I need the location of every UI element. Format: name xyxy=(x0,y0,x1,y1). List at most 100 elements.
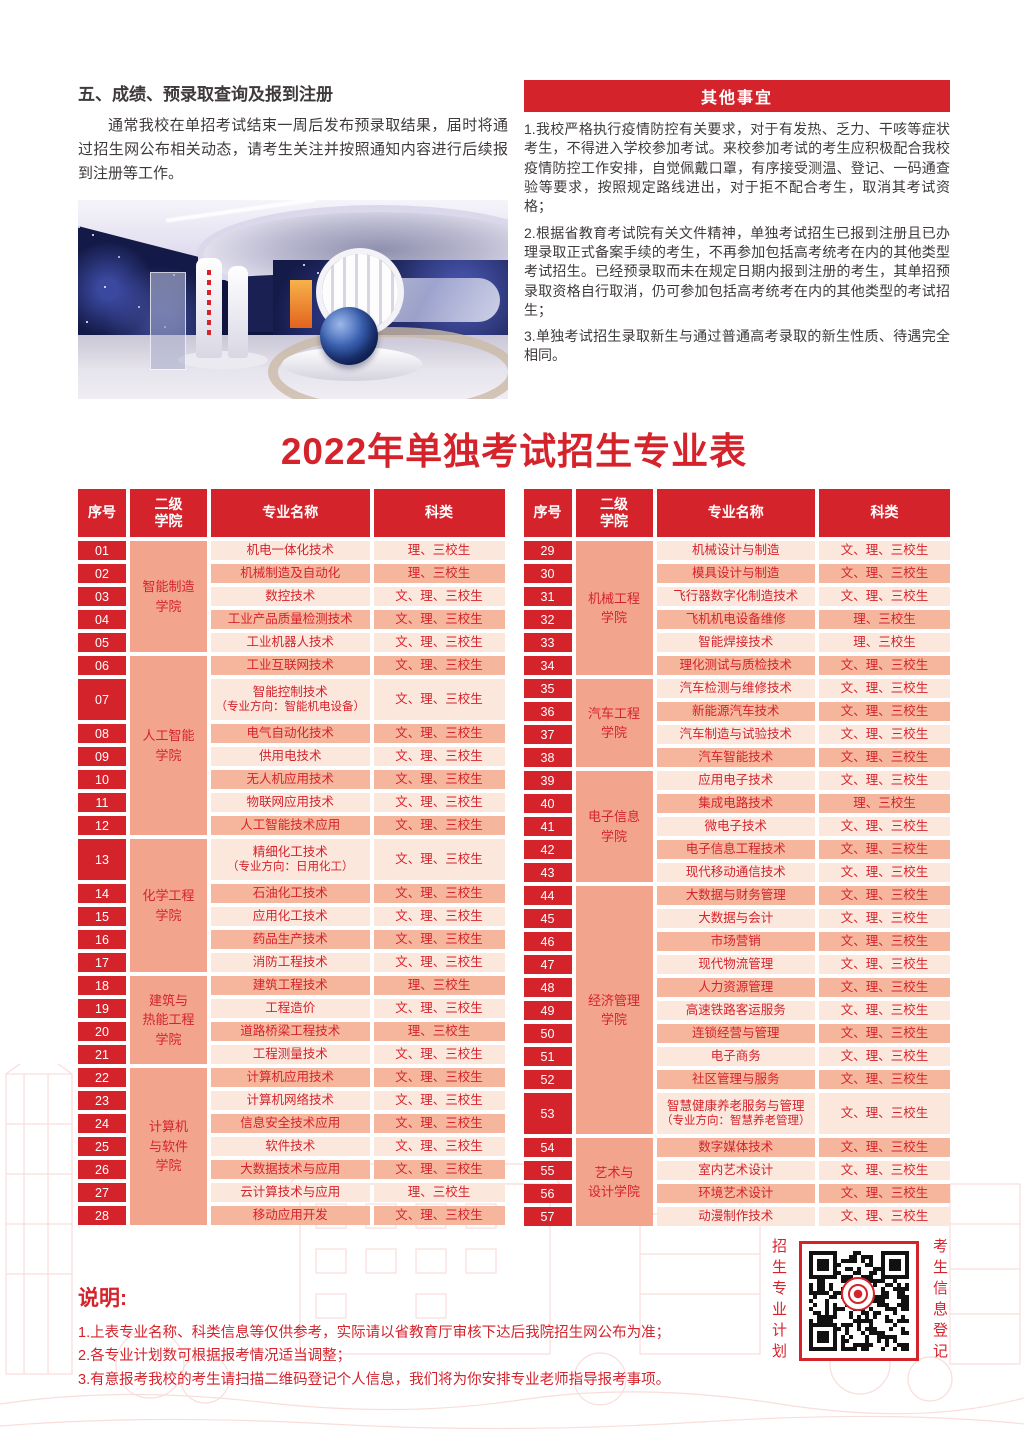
category-cell: 文、理、三校生 xyxy=(819,587,950,606)
row-number-cell: 42 xyxy=(523,840,572,859)
row-number-cell: 38 xyxy=(523,748,572,767)
college-cell: 智能制造 学院 xyxy=(130,541,207,652)
category-cell: 文、理、三校生 xyxy=(819,1161,950,1180)
major-cell: 软件技术 xyxy=(211,1137,370,1156)
category-cell: 文、理、三校生 xyxy=(373,1045,505,1064)
qr-code xyxy=(799,1241,919,1361)
major-cell: 连锁经营与管理 xyxy=(656,1024,815,1043)
category-cell: 文、理、三校生 xyxy=(819,840,950,859)
category-cell: 文、理、三校生 xyxy=(819,1024,950,1043)
column-header: 科类 xyxy=(373,489,505,537)
major-cell: 模具设计与制造 xyxy=(656,564,815,583)
row-number-cell: 02 xyxy=(78,564,126,583)
category-cell: 文、理、三校生 xyxy=(819,1070,950,1089)
row-number-cell: 20 xyxy=(78,1022,126,1041)
major-cell: 微电子技术 xyxy=(656,817,815,836)
major-cell: 供用电技术 xyxy=(211,747,370,766)
major-cell: 机电一体化技术 xyxy=(211,541,370,560)
exhibition-hall-photo xyxy=(78,200,508,399)
major-cell: 社区管理与服务 xyxy=(656,1070,815,1089)
row-number-cell: 45 xyxy=(523,909,572,928)
major-cell: 建筑工程技术 xyxy=(211,976,370,995)
category-cell: 文、理、三校生 xyxy=(819,955,950,974)
majors-table-right-half: 序号 二级 学院 专业名称 科类 机械工程 学院 29 机械设计与制造 文、理、三校生 30 模具… xyxy=(523,489,950,1226)
major-cell: 物联网应用技术 xyxy=(211,793,370,812)
category-cell: 文、理、三校生 xyxy=(819,702,950,721)
photo-rocket-model-2 xyxy=(228,266,248,358)
category-cell: 文、理、三校生 xyxy=(373,633,505,652)
category-cell: 理、三校生 xyxy=(373,541,505,560)
major-cell: 信息安全技术应用 xyxy=(211,1114,370,1133)
category-cell: 文、理、三校生 xyxy=(373,747,505,766)
row-number-cell: 56 xyxy=(523,1184,572,1203)
registration-section-body: 通常我校在单招考试结束一周后发布预录取结果，届时将通过招生网公布相关动态，请考生… xyxy=(78,117,508,182)
photo-orange-doorway xyxy=(290,280,312,328)
row-number-cell: 28 xyxy=(78,1206,126,1225)
row-number-cell: 14 xyxy=(78,884,126,903)
note-item-1: 1.上表专业名称、科类信息等仅供参考，实际请以省教育厅审核下达后我院招生网公布为… xyxy=(78,1325,671,1341)
majors-table-left-half: 序号 二级 学院 专业名称 科类 智能制造 学院 01 机电一体化技术 理、三校生 02 机械制造… xyxy=(78,489,505,1226)
category-cell: 文、理、三校生 xyxy=(373,953,505,972)
notes-title: 说明: xyxy=(78,1287,127,1310)
category-cell: 文、理、三校生 xyxy=(373,1137,505,1156)
row-number-cell: 46 xyxy=(523,932,572,951)
major-cell: 数字媒体技术 xyxy=(656,1138,815,1157)
majors-table: 序号 二级 学院 专业名称 科类 智能制造 学院 01 机电一体化技术 理、三校生 02 机械制造… xyxy=(78,489,950,1226)
major-cell: 应用化工技术 xyxy=(211,907,370,926)
row-number-cell: 09 xyxy=(78,747,126,766)
row-number-cell: 55 xyxy=(523,1161,572,1180)
category-cell: 文、理、三校生 xyxy=(373,793,505,812)
row-number-cell: 39 xyxy=(523,771,572,790)
category-cell: 文、理、三校生 xyxy=(819,978,950,997)
school-seal-icon xyxy=(841,1277,875,1311)
college-cell: 电子信息 学院 xyxy=(575,771,653,882)
other-matters-paragraph-2: 2.根据省教育考试院有关文件精神，单独考试招生已报到注册且已办理录取正式备案手续… xyxy=(524,224,950,318)
category-cell: 文、理、三校生 xyxy=(373,1068,505,1087)
category-cell: 文、理、三校生 xyxy=(373,1206,505,1225)
major-cell: 汽车智能技术 xyxy=(656,748,815,767)
row-number-cell: 17 xyxy=(78,953,126,972)
major-cell: 环境艺术设计 xyxy=(656,1184,815,1203)
row-number-cell: 53 xyxy=(523,1093,572,1134)
other-matters-banner: 其他事宜 xyxy=(524,80,950,112)
category-cell: 文、理、三校生 xyxy=(819,771,950,790)
major-cell: 现代物流管理 xyxy=(656,955,815,974)
row-number-cell: 51 xyxy=(523,1047,572,1066)
major-cell: 电子商务 xyxy=(656,1047,815,1066)
row-number-cell: 52 xyxy=(523,1070,572,1089)
college-cell: 化学工程 学院 xyxy=(130,839,207,972)
major-cell: 动漫制作技术 xyxy=(656,1207,815,1226)
major-cell: 计算机应用技术 xyxy=(211,1068,370,1087)
other-matters-paragraph-1: 1.我校严格执行疫情防控有关要求，对于有发热、乏力、干咳等症状考生，不得进入学校… xyxy=(524,121,950,215)
college-cell: 经济管理 学院 xyxy=(575,886,653,1134)
college-cell: 机械工程 学院 xyxy=(575,541,653,675)
major-cell: 智能控制技术 （专业方向：智能机电设备） xyxy=(211,679,370,720)
category-cell: 文、理、三校生 xyxy=(819,1001,950,1020)
category-cell: 理、三校生 xyxy=(373,1022,505,1041)
row-number-cell: 48 xyxy=(523,978,572,997)
column-header: 二级 学院 xyxy=(575,489,653,537)
major-cell: 工程测量技术 xyxy=(211,1045,370,1064)
major-cell: 大数据与会计 xyxy=(656,909,815,928)
major-cell: 机械制造及自动化 xyxy=(211,564,370,583)
category-cell: 理、三校生 xyxy=(373,564,505,583)
row-number-cell: 12 xyxy=(78,816,126,835)
category-cell: 文、理、三校生 xyxy=(373,587,505,606)
note-item-3: 3.有意报考我校的考生请扫描二维码登记个人信息，我们将为你安排专业老师指导报考事… xyxy=(78,1371,671,1388)
category-cell: 文、理、三校生 xyxy=(819,656,950,675)
row-number-cell: 13 xyxy=(78,839,126,880)
category-cell: 理、三校生 xyxy=(819,794,950,813)
category-cell: 文、理、三校生 xyxy=(373,724,505,743)
row-number-cell: 31 xyxy=(523,587,572,606)
column-header: 二级 学院 xyxy=(130,489,207,537)
majors-table-title: 2022年单独考试招生专业表 xyxy=(280,431,748,472)
college-cell: 建筑与 热能工程 学院 xyxy=(130,976,207,1064)
category-cell: 文、理、三校生 xyxy=(373,1091,505,1110)
row-number-cell: 10 xyxy=(78,770,126,789)
major-cell: 电子信息工程技术 xyxy=(656,840,815,859)
row-number-cell: 07 xyxy=(78,679,126,720)
category-cell: 文、理、三校生 xyxy=(819,679,950,698)
photo-rocket-model xyxy=(196,258,222,358)
row-number-cell: 54 xyxy=(523,1138,572,1157)
category-cell: 理、三校生 xyxy=(819,633,950,652)
